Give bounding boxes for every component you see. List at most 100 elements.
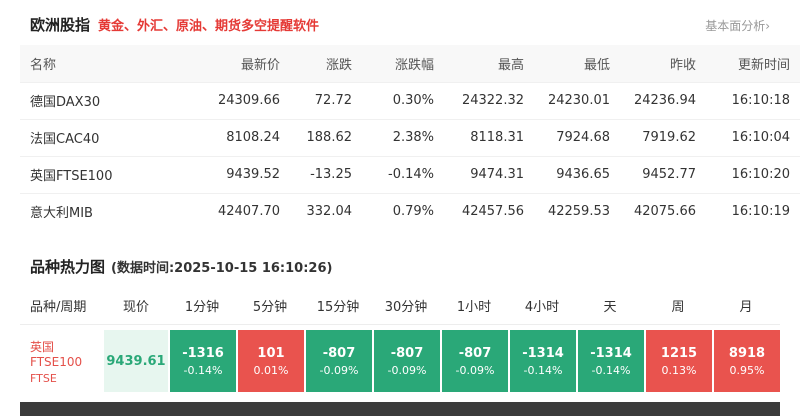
cell-high: 9474.31 — [444, 155, 534, 193]
heatmap-cell-week[interactable]: 1215 0.13% — [646, 330, 712, 392]
heatmap-cell-pct: -0.14% — [183, 363, 223, 377]
heatmap-row: 英国FTSE100 FTSE 9439.61 -1316 -0.14% 101 … — [20, 330, 780, 392]
heatmap-table: 品种/周期 现价 1分钟 5分钟 15分钟 30分钟 1小时 4小时 天 周 月… — [20, 289, 780, 392]
cell-time: 16:10:04 — [706, 118, 800, 156]
heatmap-data-time: (数据时间:2025-10-15 16:10:26) — [111, 261, 333, 276]
cell-name: 英国FTSE100 — [20, 155, 198, 193]
indices-section-header: 欧洲股指 黄金、外汇、原油、期货多空提醒软件 基本面分析› — [20, 0, 780, 45]
table-row[interactable]: 英国FTSE100 9439.52 -13.25 -0.14% 9474.31 … — [20, 155, 800, 193]
cell-low: 7924.68 — [534, 118, 620, 156]
heatmap-cell-pct: -0.14% — [523, 363, 563, 377]
indices-subtitle: 黄金、外汇、原油、期货多空提醒软件 — [98, 19, 320, 34]
cell-change-pct: -0.14% — [362, 155, 444, 193]
indices-header-row: 名称 最新价 涨跌 涨跌幅 最高 最低 昨收 更新时间 — [20, 45, 800, 82]
col-header-prev-close: 昨收 — [669, 57, 696, 73]
heatmap-cell-value: -807 — [390, 345, 424, 361]
indices-table: 名称 最新价 涨跌 涨跌幅 最高 最低 昨收 更新时间 德国DAX30 2430… — [20, 45, 800, 230]
heatmap-cell-30min[interactable]: -807 -0.09% — [374, 330, 440, 392]
heatmap-cell-pct: 0.95% — [729, 363, 765, 377]
heatmap-header-row: 品种/周期 现价 1分钟 5分钟 15分钟 30分钟 1小时 4小时 天 周 月 — [20, 289, 780, 325]
cell-change-pct: 0.30% — [362, 81, 444, 119]
cell-time: 16:10:18 — [706, 81, 800, 119]
hm-col-price: 现价 — [122, 300, 149, 315]
cell-name: 德国DAX30 — [20, 81, 198, 119]
cell-change: -13.25 — [290, 155, 362, 193]
hm-col-30min: 30分钟 — [384, 300, 428, 315]
cell-change: 332.04 — [290, 192, 362, 230]
heatmap-symbol-code: FTSE — [30, 371, 57, 385]
table-row[interactable]: 法国CAC40 8108.24 188.62 2.38% 8118.31 792… — [20, 118, 800, 156]
heatmap-cell-value: -1314 — [522, 345, 564, 361]
cell-time: 16:10:20 — [706, 155, 800, 193]
heatmap-cell-day[interactable]: -1314 -0.14% — [578, 330, 644, 392]
heatmap-section-header: 品种热力图 (数据时间:2025-10-15 16:10:26) — [20, 230, 780, 289]
hm-col-15min: 15分钟 — [316, 300, 360, 315]
col-header-high: 最高 — [497, 57, 524, 73]
heatmap-cell-value: -807 — [458, 345, 492, 361]
cell-name: 法国CAC40 — [20, 118, 198, 156]
footer-bar — [20, 402, 780, 416]
cell-change-pct: 0.79% — [362, 192, 444, 230]
cell-prev-close: 7919.62 — [620, 118, 706, 156]
heatmap-cell-pct: 0.13% — [661, 363, 697, 377]
cell-low: 9436.65 — [534, 155, 620, 193]
heatmap-cell-value: 1215 — [660, 345, 698, 361]
heatmap-cell-month[interactable]: 8918 0.95% — [714, 330, 780, 392]
heatmap-cell-5min[interactable]: 101 0.01% — [238, 330, 304, 392]
heatmap-cell-1hour[interactable]: -807 -0.09% — [442, 330, 508, 392]
heatmap-cell-pct: -0.09% — [319, 363, 359, 377]
cell-last: 42407.70 — [198, 192, 290, 230]
heatmap-cell-pct: 0.01% — [253, 363, 289, 377]
hm-col-week: 周 — [671, 300, 685, 315]
heatmap-symbol[interactable]: 英国FTSE100 FTSE — [20, 330, 104, 392]
cell-change: 72.72 — [290, 81, 362, 119]
cell-high: 8118.31 — [444, 118, 534, 156]
heatmap-cell-4hour[interactable]: -1314 -0.14% — [510, 330, 576, 392]
heatmap-cell-value: -1314 — [590, 345, 632, 361]
cell-prev-close: 9452.77 — [620, 155, 706, 193]
cell-change: 188.62 — [290, 118, 362, 156]
cell-last: 9439.52 — [198, 155, 290, 193]
hm-col-month: 月 — [739, 300, 753, 315]
heatmap-cell-1min[interactable]: -1316 -0.14% — [170, 330, 236, 392]
heatmap-symbol-name: 英国FTSE100 — [30, 339, 83, 369]
hm-col-symbol-period: 品种/周期 — [30, 300, 87, 315]
cell-prev-close: 42075.66 — [620, 192, 706, 230]
table-row[interactable]: 德国DAX30 24309.66 72.72 0.30% 24322.32 24… — [20, 81, 800, 119]
heatmap-current-price: 9439.61 — [104, 330, 168, 392]
cell-high: 42457.56 — [444, 192, 534, 230]
cell-change-pct: 2.38% — [362, 118, 444, 156]
heatmap-cell-15min[interactable]: -807 -0.09% — [306, 330, 372, 392]
heatmap-cell-pct: -0.09% — [387, 363, 427, 377]
indices-title: 欧洲股指 — [30, 16, 91, 34]
heatmap-cell-value: 8918 — [728, 345, 766, 361]
cell-time: 16:10:19 — [706, 192, 800, 230]
col-header-name: 名称 — [30, 57, 57, 73]
heatmap-cell-pct: -0.09% — [455, 363, 495, 377]
col-header-time: 更新时间 — [737, 57, 790, 73]
col-header-low: 最低 — [583, 57, 610, 73]
heatmap-cell-pct: -0.14% — [591, 363, 631, 377]
heatmap-cell-value: 101 — [257, 345, 285, 361]
col-header-change: 涨跌 — [325, 57, 352, 73]
hm-col-1min: 1分钟 — [184, 300, 220, 315]
cell-last: 8108.24 — [198, 118, 290, 156]
hm-col-4hour: 4小时 — [524, 300, 560, 315]
table-row[interactable]: 意大利MIB 42407.70 332.04 0.79% 42457.56 42… — [20, 192, 800, 230]
heatmap-cell-value: -807 — [322, 345, 356, 361]
cell-last: 24309.66 — [198, 81, 290, 119]
cell-high: 24322.32 — [444, 81, 534, 119]
heatmap-title: 品种热力图 — [30, 258, 106, 276]
cell-prev-close: 24236.94 — [620, 81, 706, 119]
cell-low: 42259.53 — [534, 192, 620, 230]
heatmap-cell-value: -1316 — [182, 345, 224, 361]
col-header-last: 最新价 — [240, 57, 280, 73]
cell-name: 意大利MIB — [20, 192, 198, 230]
hm-col-5min: 5分钟 — [252, 300, 288, 315]
fundamental-analysis-link[interactable]: 基本面分析› — [705, 19, 770, 33]
cell-low: 24230.01 — [534, 81, 620, 119]
hm-col-day: 天 — [603, 300, 617, 315]
col-header-change-pct: 涨跌幅 — [394, 57, 434, 73]
hm-col-1hour: 1小时 — [456, 300, 492, 315]
